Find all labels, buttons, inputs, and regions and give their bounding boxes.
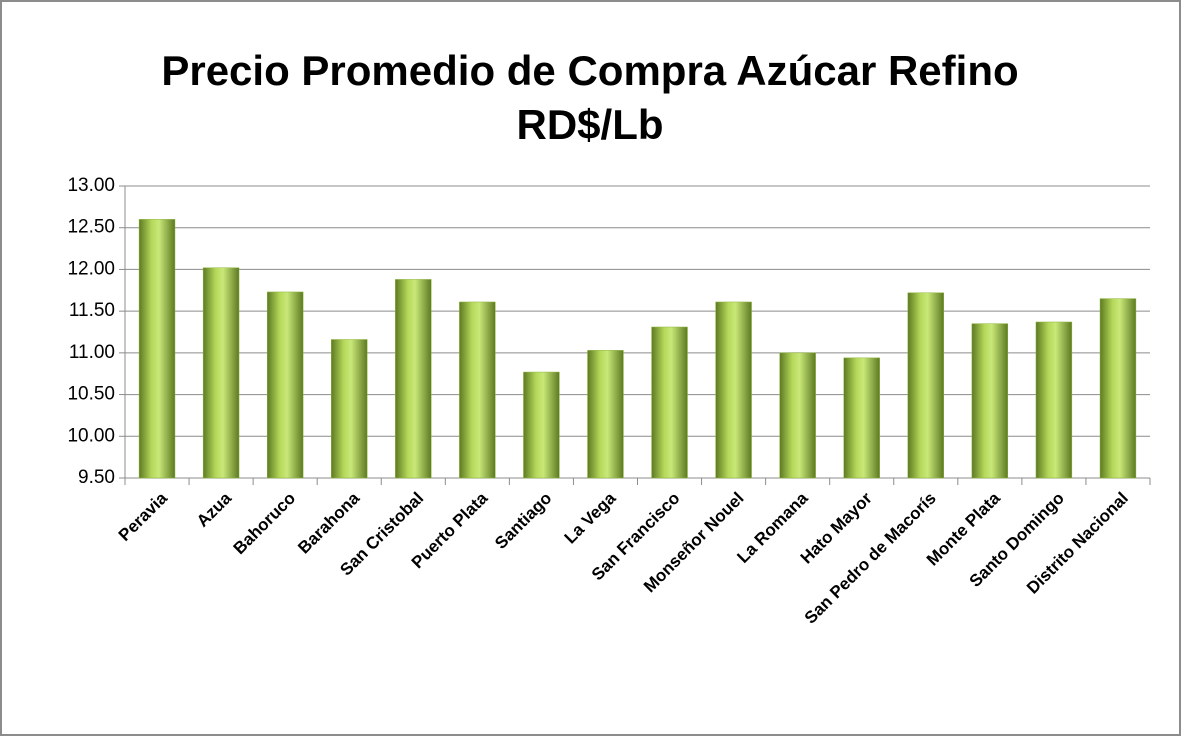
bar	[1035, 321, 1073, 479]
bar	[971, 323, 1009, 479]
bar	[1099, 298, 1137, 479]
bar	[715, 301, 752, 479]
y-tick-label: 12.00	[67, 258, 115, 279]
y-tick-label: 10.00	[67, 425, 115, 446]
y-tick-label: 11.00	[69, 342, 115, 363]
bar	[587, 350, 624, 479]
bar	[523, 371, 560, 479]
y-tick-label: 12.50	[67, 217, 115, 238]
bar	[266, 291, 304, 479]
chart-subtitle: RD$/Lb	[517, 101, 664, 148]
bar	[459, 301, 496, 479]
bar	[138, 219, 176, 479]
bar	[843, 357, 880, 479]
bar	[395, 279, 432, 479]
y-tick-label: 9.50	[78, 467, 115, 488]
bar	[651, 326, 688, 479]
bar	[907, 292, 944, 479]
chart-title: Precio Promedio de Compra Azúcar Refino	[161, 47, 1018, 94]
y-tick-label: 10.50	[67, 384, 115, 405]
bar	[202, 267, 240, 479]
y-tick-label: 13.00	[67, 175, 115, 196]
bar	[779, 352, 816, 479]
y-tick-label: 11.50	[69, 300, 115, 321]
bar	[331, 339, 368, 479]
